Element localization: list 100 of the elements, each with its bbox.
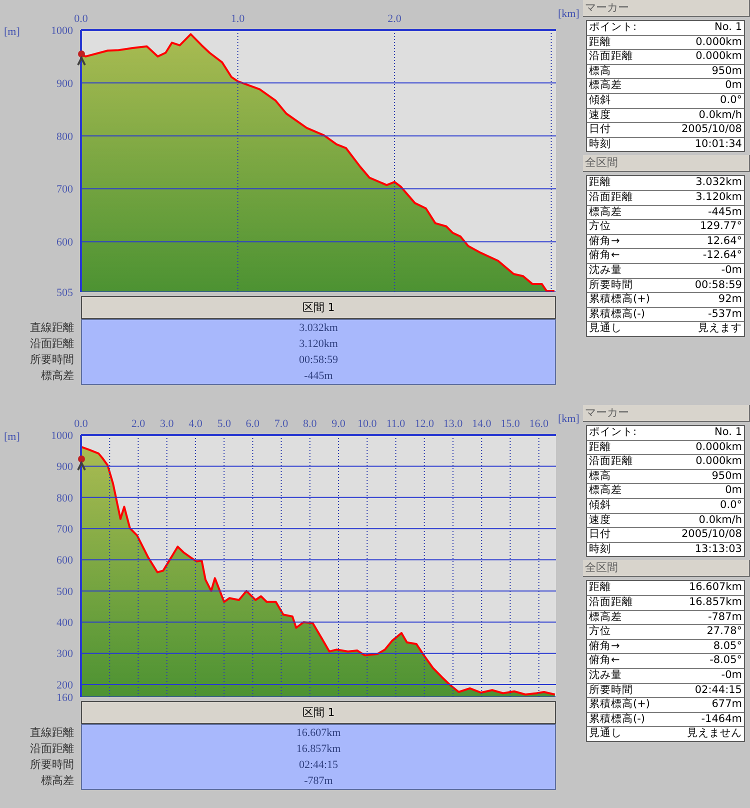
text: 沿面距離 <box>29 336 74 352</box>
x-tick-label: 4.0 <box>188 418 203 430</box>
text: 区間 1 <box>81 296 556 319</box>
text: 沿面距離 <box>589 596 633 610</box>
text: 2005/10/08 <box>681 528 742 542</box>
text: 見えません <box>687 727 742 741</box>
text: マーカー <box>583 0 750 17</box>
text: 所要時間 <box>589 684 633 698</box>
text: 02:44:15 <box>694 684 742 698</box>
text: 27.78° <box>706 625 742 639</box>
x-tick-label: 8.0 <box>303 418 318 430</box>
text: 直線距離 <box>29 320 74 336</box>
text: -0m <box>721 668 742 682</box>
text: 沈み量 <box>589 668 622 682</box>
text: 標高差 <box>589 206 622 220</box>
y-tick-label: 700 <box>56 523 74 536</box>
text: -0m <box>721 264 742 278</box>
text: 累積標高(+) <box>589 293 650 307</box>
text: -787m <box>303 774 334 789</box>
text: 129.77° <box>700 220 742 234</box>
text: 日付 <box>589 123 611 137</box>
text: 3.032km <box>298 321 339 336</box>
y-axis-title: [m] <box>4 431 20 443</box>
text: 距離 <box>589 36 611 50</box>
text: 方位 <box>589 625 611 639</box>
text: 俯角→ <box>589 234 620 248</box>
y-tick-label: 700 <box>56 184 74 196</box>
text: 標高 <box>589 64 611 78</box>
text: 累積標高(-) <box>589 712 645 726</box>
text: -445m <box>303 369 334 384</box>
text: 速度 <box>589 108 611 122</box>
x-tick-label: 5.0 <box>217 418 232 430</box>
text: 92m <box>718 293 742 307</box>
x-axis-title: [km] <box>558 8 580 20</box>
text: マーカー <box>583 405 750 422</box>
text: 区間 1 <box>81 701 556 724</box>
text: 見えます <box>698 322 742 336</box>
text: 速度 <box>589 514 611 528</box>
text: -8.05° <box>710 654 742 668</box>
text: 0m <box>725 484 742 498</box>
text: 沿面距離 <box>589 50 633 64</box>
text: 全区間 <box>583 560 750 578</box>
y-tick-label: 900 <box>56 461 74 474</box>
x-tick-label: 9.0 <box>332 418 346 430</box>
text: 0.000km <box>696 36 742 50</box>
text: 3.120km <box>696 190 742 205</box>
text: 0.0km/h <box>698 108 742 122</box>
text: ポイント: <box>589 21 637 35</box>
text: 距離 <box>589 176 611 190</box>
text: 16.857km <box>295 742 342 757</box>
x-tick-label: 1.0 <box>230 13 246 25</box>
text: 00:58:59 <box>694 278 742 292</box>
text: 沿面距離 <box>589 455 633 469</box>
x-tick-label: 13.0 <box>443 418 464 430</box>
text: 傾斜 <box>589 498 611 513</box>
text: 0m <box>725 79 742 93</box>
text: 16.857km <box>688 596 742 610</box>
text: 0.000km <box>696 50 742 64</box>
text: 950m <box>712 470 742 484</box>
text: 677m <box>712 698 742 712</box>
y-tick-label: 300 <box>56 648 74 660</box>
text: 俯角→ <box>589 640 620 654</box>
y-tick-label: 1000 <box>51 430 74 442</box>
text: -787m <box>708 610 742 624</box>
text: -12.64° <box>702 249 742 263</box>
text: 2005/10/08 <box>681 123 742 137</box>
text: 所要時間 <box>589 278 633 292</box>
text: 沿面距離 <box>29 741 74 757</box>
text: 距離 <box>589 581 611 595</box>
text: 標高差 <box>589 610 622 624</box>
text: 日付 <box>589 528 611 542</box>
x-axis-title: [km] <box>558 413 580 425</box>
x-tick-label: 6.0 <box>246 418 260 430</box>
text: 全区間 <box>583 155 750 172</box>
text: 時刻 <box>589 138 611 152</box>
x-tick-label: 15.0 <box>500 418 520 430</box>
text: 10:01:34 <box>694 138 742 152</box>
text: 時刻 <box>589 542 611 556</box>
x-tick-label: 2.0 <box>388 13 402 25</box>
text: 累積標高(-) <box>589 308 645 322</box>
text: 13:13:03 <box>694 542 742 556</box>
text: -537m <box>708 308 742 322</box>
x-tick-label: 12.0 <box>414 418 434 430</box>
text: 沈み量 <box>589 264 622 278</box>
text: -445m <box>708 206 742 220</box>
text: 02:44:15 <box>298 758 340 773</box>
y-tick-label: 500 <box>56 586 74 598</box>
text: 3.032km <box>696 176 742 190</box>
text: 3.120km <box>298 337 339 352</box>
text: 俯角← <box>589 249 620 263</box>
x-tick-label: 3.0 <box>160 418 174 430</box>
text: 累積標高(+) <box>589 698 650 712</box>
text: 0.000km <box>696 455 742 469</box>
x-tick-label: 0.0 <box>74 13 88 25</box>
text: 標高差 <box>40 773 74 789</box>
y-tick-label: 400 <box>56 617 74 630</box>
text: -1464m <box>701 712 742 726</box>
x-tick-label: 14.0 <box>472 418 492 430</box>
text: 方位 <box>589 220 611 234</box>
text: 標高差 <box>40 368 74 384</box>
